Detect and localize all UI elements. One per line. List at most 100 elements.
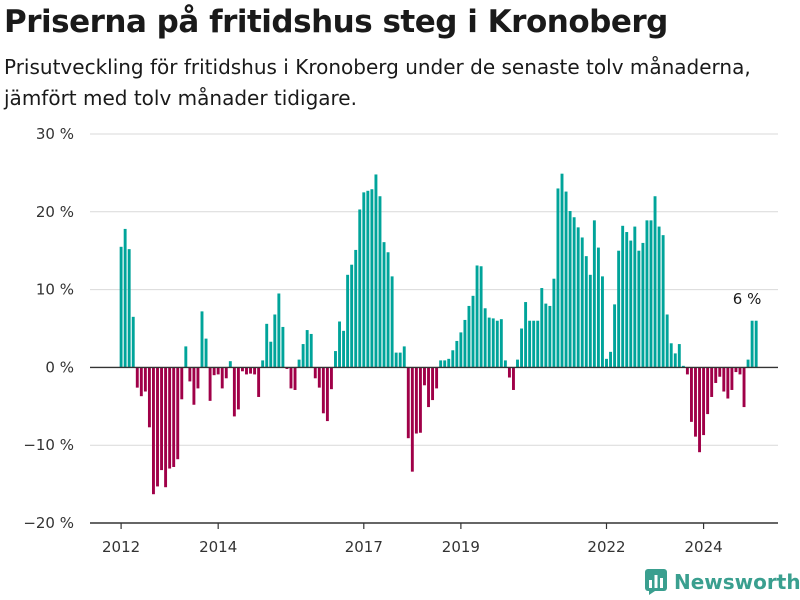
bar (386, 252, 390, 368)
bar (592, 220, 596, 368)
bar (378, 196, 382, 368)
bar (491, 318, 495, 368)
bar (596, 247, 600, 368)
bar (338, 321, 341, 368)
bar (168, 367, 172, 469)
bar (366, 190, 370, 368)
bar (289, 367, 293, 389)
bar (621, 225, 625, 368)
bar (718, 367, 722, 377)
bar (188, 367, 192, 382)
bar (204, 338, 208, 368)
bars (119, 173, 758, 495)
bar (342, 330, 346, 368)
bar (410, 367, 414, 472)
bar (285, 367, 289, 369)
y-tick-label: 30 % (36, 125, 74, 143)
bar (689, 367, 693, 422)
bar (139, 367, 143, 397)
bar (241, 367, 244, 372)
bar (637, 250, 641, 368)
bar (609, 351, 612, 368)
bar (629, 240, 633, 368)
newsworthy-logo: Newsworthy (645, 569, 800, 595)
bar (402, 346, 406, 368)
bar (730, 367, 734, 390)
bar (544, 303, 548, 368)
bar (495, 320, 499, 368)
bar (580, 237, 584, 368)
bar (350, 264, 354, 368)
bar (245, 367, 248, 375)
bar (734, 367, 738, 373)
bar (738, 367, 742, 375)
bar-chart-icon (645, 569, 667, 595)
bar (362, 192, 366, 368)
bar (431, 367, 435, 401)
bar (196, 367, 200, 389)
bar (584, 256, 588, 368)
bar (475, 265, 479, 368)
bar (653, 196, 657, 368)
bar (406, 367, 410, 439)
bar (305, 330, 309, 368)
brand-name: Newsworthy (674, 570, 800, 594)
bar (297, 359, 301, 368)
bar (447, 358, 451, 368)
bar (253, 367, 257, 375)
bar (273, 314, 277, 368)
bar (681, 365, 685, 368)
x-tick-label: 2024 (684, 538, 722, 556)
bar (479, 266, 483, 368)
bar (657, 226, 661, 368)
bar (427, 367, 430, 408)
bar (742, 367, 746, 408)
bar (617, 250, 621, 368)
bar (649, 220, 653, 368)
bar (164, 367, 168, 488)
bar (313, 367, 317, 379)
bar (398, 352, 402, 368)
bar (228, 361, 232, 368)
bar (560, 173, 564, 368)
bar (661, 235, 665, 368)
bar (520, 328, 524, 368)
bar (180, 367, 184, 400)
bar (374, 174, 378, 368)
bar (548, 305, 552, 368)
bar (334, 351, 337, 368)
bar (685, 367, 689, 375)
bar (135, 367, 139, 388)
bar (556, 188, 560, 368)
bar (625, 232, 629, 368)
bar (726, 367, 730, 399)
x-tick-label: 2022 (587, 538, 625, 556)
bar (633, 226, 637, 368)
bar (176, 367, 180, 460)
bar (588, 274, 592, 368)
bar (746, 359, 750, 368)
bar (665, 314, 669, 368)
bar (212, 367, 216, 376)
bar (370, 189, 374, 368)
bar (459, 332, 463, 368)
y-tick-label: 10 % (36, 281, 74, 299)
bar (698, 367, 701, 453)
bar (277, 293, 281, 368)
x-tick-label: 2014 (199, 538, 237, 556)
bar (236, 367, 240, 410)
bar (309, 333, 313, 368)
bar (503, 360, 507, 368)
bar (216, 367, 220, 375)
y-tick-label: 0 % (45, 358, 74, 376)
bar (710, 367, 714, 397)
bar (714, 367, 718, 383)
bar (329, 367, 333, 390)
bar (184, 346, 188, 368)
axes (90, 366, 778, 524)
bar (249, 367, 252, 374)
bar (208, 367, 212, 401)
bar (160, 367, 163, 471)
bar (669, 343, 673, 368)
